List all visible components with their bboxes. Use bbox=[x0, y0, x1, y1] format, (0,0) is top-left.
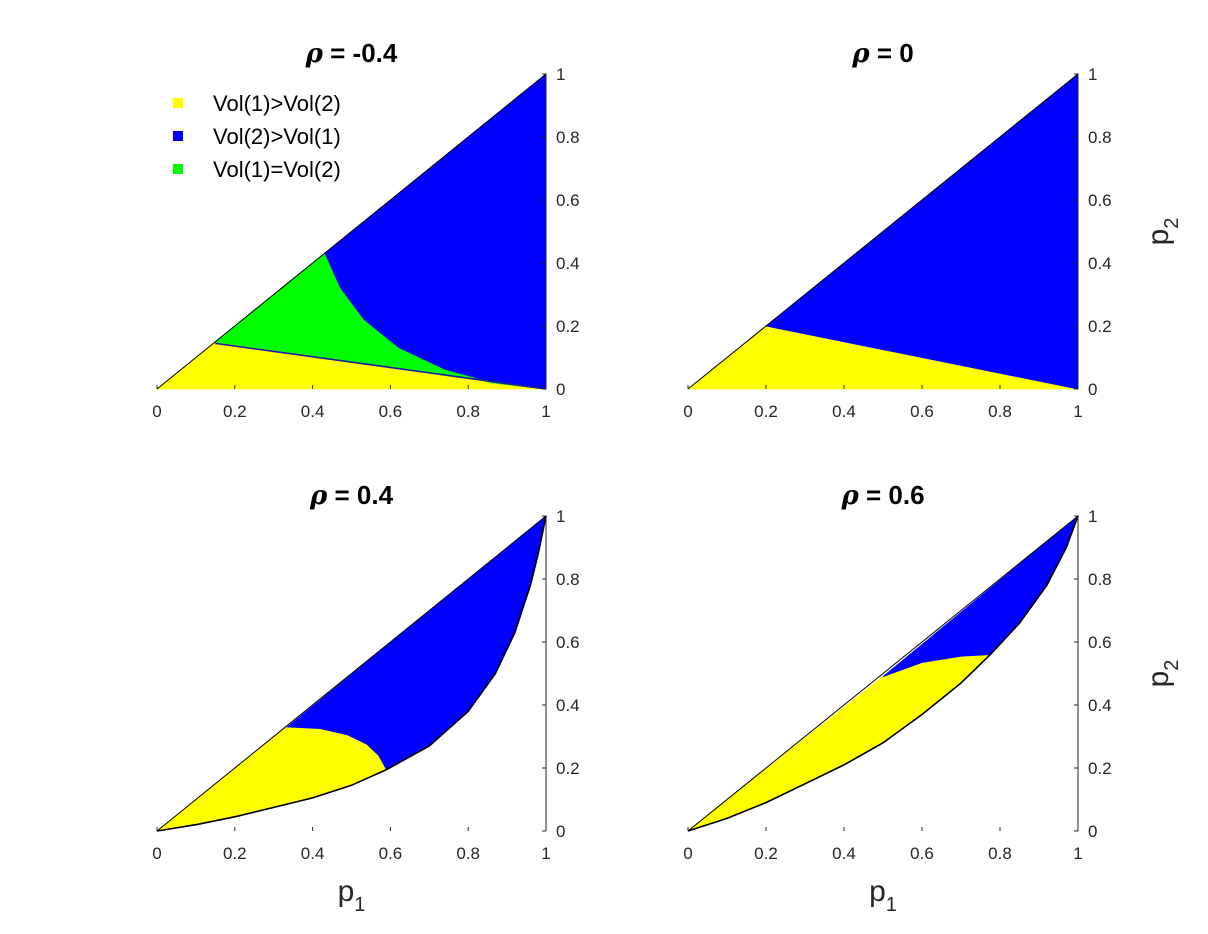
panel-1: 0 0.2 0.4 0.6 0.8 100.20.40.60.81ρ = -0.4Vol(… bbox=[152, 38, 579, 421]
x-tick-label: 0.2 bbox=[223, 844, 247, 863]
y-tick-label: 0.8 bbox=[556, 128, 580, 147]
x-tick-label: 0.8 bbox=[988, 402, 1012, 421]
legend: Vol(1)>Vol(2) Vol(2)>Vol(1) Vol(1)=Vol(2) bbox=[173, 91, 341, 182]
x-tick-label: 0.6 bbox=[379, 844, 403, 863]
y-tick-label: 0.6 bbox=[1088, 633, 1112, 652]
rho-symbol: ρ bbox=[309, 481, 328, 511]
x-tick-label: 0.4 bbox=[832, 402, 856, 421]
y-tick-label: 0.8 bbox=[556, 570, 580, 589]
rho-symbol: ρ bbox=[851, 39, 870, 69]
panel-title: ρ = -0.4 bbox=[305, 38, 398, 69]
y-tick-label: 0.8 bbox=[1088, 128, 1112, 147]
diagonal-boundary bbox=[687, 515, 1079, 832]
x-tick-label: 0.8 bbox=[456, 844, 480, 863]
x-tick-label: 1 bbox=[1073, 844, 1082, 863]
y-tick-label: 0.2 bbox=[1088, 759, 1112, 778]
y-tick-label: 0.6 bbox=[556, 633, 580, 652]
y-tick-label: 0.4 bbox=[1088, 254, 1112, 273]
y-tick-label: 0.4 bbox=[556, 254, 580, 273]
legend-label: Vol(2)>Vol(1) bbox=[213, 124, 341, 149]
title-value: = 0.4 bbox=[327, 480, 393, 510]
y-tick-label: 0.2 bbox=[1088, 317, 1112, 336]
legend-label: Vol(1)>Vol(2) bbox=[213, 91, 341, 116]
x-tick-label: 0 bbox=[152, 402, 161, 421]
x-axis-label: p1 bbox=[869, 875, 897, 916]
y-tick-label: 0 bbox=[556, 822, 565, 841]
x-tick-label: 0.8 bbox=[988, 844, 1012, 863]
legend-label: Vol(1)=Vol(2) bbox=[213, 157, 341, 182]
y-tick-label: 0 bbox=[1088, 822, 1097, 841]
y-tick-label: 0.2 bbox=[556, 317, 580, 336]
y-tick-label: 1 bbox=[1088, 65, 1097, 84]
panel-title: ρ = 0.6 bbox=[840, 480, 924, 511]
x-tick-label: 0.4 bbox=[301, 402, 325, 421]
title-value: = -0.4 bbox=[323, 38, 398, 68]
y-axis-label: p2 bbox=[1142, 660, 1183, 688]
diagonal-boundary bbox=[156, 73, 547, 390]
y-tick-label: 1 bbox=[556, 65, 565, 84]
title-value: = 0.6 bbox=[859, 480, 925, 510]
diagonal-boundary bbox=[687, 73, 1079, 390]
y-tick-label: 1 bbox=[556, 507, 565, 526]
legend-swatch bbox=[173, 164, 183, 174]
y-tick-label: 0.2 bbox=[556, 759, 580, 778]
panel-3: 0 0.2 0.4 0.6 0.8 100.20.40.60.81ρ = 0.4p1 bbox=[152, 480, 579, 916]
y-tick-label: 1 bbox=[1088, 507, 1097, 526]
x-tick-label: 0.6 bbox=[910, 402, 934, 421]
boundary-line-1 bbox=[156, 515, 547, 832]
y-tick-label: 0.4 bbox=[1088, 696, 1112, 715]
title-value: = 0 bbox=[870, 38, 914, 68]
y-tick-label: 0.4 bbox=[556, 696, 580, 715]
x-tick-label: 0.2 bbox=[223, 402, 247, 421]
x-tick-label: 0.6 bbox=[910, 844, 934, 863]
x-tick-label: 0.8 bbox=[456, 402, 480, 421]
y-tick-label: 0 bbox=[556, 380, 565, 399]
y-axis-label: p2 bbox=[1142, 218, 1183, 246]
boundary-line-1 bbox=[687, 515, 1079, 832]
x-tick-label: 1 bbox=[1073, 402, 1082, 421]
y-tick-label: 0 bbox=[1088, 380, 1097, 399]
panel-2: 0 0.2 0.4 0.6 0.8 100.20.40.60.81ρ = 0p2 bbox=[683, 38, 1183, 421]
legend-swatch bbox=[173, 98, 183, 108]
y-tick-label: 0.6 bbox=[1088, 191, 1112, 210]
panel-title: ρ = 0.4 bbox=[309, 480, 394, 511]
x-tick-label: 0 bbox=[152, 844, 161, 863]
x-tick-label: 0.2 bbox=[754, 844, 778, 863]
y-tick-label: 0.6 bbox=[556, 191, 580, 210]
x-tick-label: 0 bbox=[683, 402, 692, 421]
x-tick-label: 0.6 bbox=[379, 402, 403, 421]
legend-swatch bbox=[173, 131, 183, 141]
x-tick-label: 0.2 bbox=[754, 402, 778, 421]
diagonal-boundary bbox=[156, 515, 547, 832]
rho-symbol: ρ bbox=[840, 481, 859, 511]
x-tick-label: 1 bbox=[541, 402, 550, 421]
panel-title: ρ = 0 bbox=[851, 38, 913, 69]
boundary-line-1 bbox=[215, 342, 547, 390]
y-tick-label: 0.8 bbox=[1088, 570, 1112, 589]
x-tick-label: 0.4 bbox=[832, 844, 856, 863]
x-axis-label: p1 bbox=[338, 875, 366, 916]
x-tick-label: 0 bbox=[683, 844, 692, 863]
rho-symbol: ρ bbox=[305, 39, 324, 69]
x-tick-label: 0.4 bbox=[301, 844, 325, 863]
x-tick-label: 1 bbox=[541, 844, 550, 863]
